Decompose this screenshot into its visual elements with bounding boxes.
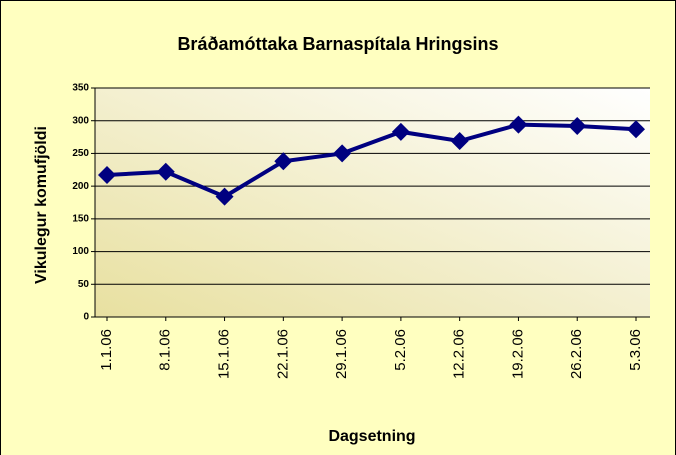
x-tick-label: 29.1.06: [333, 329, 350, 379]
chart-title: Bráðamóttaka Barnaspítala Hringsins: [177, 34, 498, 54]
x-tick-label: 5.2.06: [392, 329, 409, 371]
marker: [215, 187, 234, 206]
x-tick-label: 8.1.06: [157, 329, 174, 371]
x-tick-label: 12.2.06: [451, 329, 468, 379]
y-tick-label: 0: [83, 312, 89, 323]
x-tick-label: 19.2.06: [509, 329, 526, 379]
y-tick-label: 300: [72, 115, 89, 126]
marker: [627, 120, 645, 139]
marker: [568, 116, 587, 135]
y-tick-label: 50: [78, 279, 90, 290]
y-tick-label: 150: [72, 213, 89, 224]
series-line: [106, 122, 637, 199]
marker: [274, 152, 293, 171]
y-tick-label: 100: [72, 246, 89, 257]
y-tick-label: 250: [72, 148, 89, 159]
marker: [333, 144, 352, 163]
y-tick-label: 350: [72, 83, 89, 94]
x-tick-label: 15.1.06: [216, 329, 233, 379]
marker: [509, 115, 528, 134]
x-tick-label: 5.3.06: [627, 329, 644, 371]
plot-area: [95, 88, 650, 317]
marker: [391, 122, 410, 141]
y-tick-label: 200: [72, 181, 89, 192]
marker: [156, 162, 175, 181]
x-tick-label: 22.1.06: [274, 329, 291, 379]
marker: [450, 131, 469, 150]
y-axis-label: Vikulegur komufjöldi: [33, 126, 50, 284]
x-tick-label: 26.2.06: [568, 329, 585, 379]
x-axis-label: Dagsetning: [328, 428, 415, 445]
marker: [98, 166, 116, 185]
x-tick-label: 1.1.06: [98, 329, 115, 371]
